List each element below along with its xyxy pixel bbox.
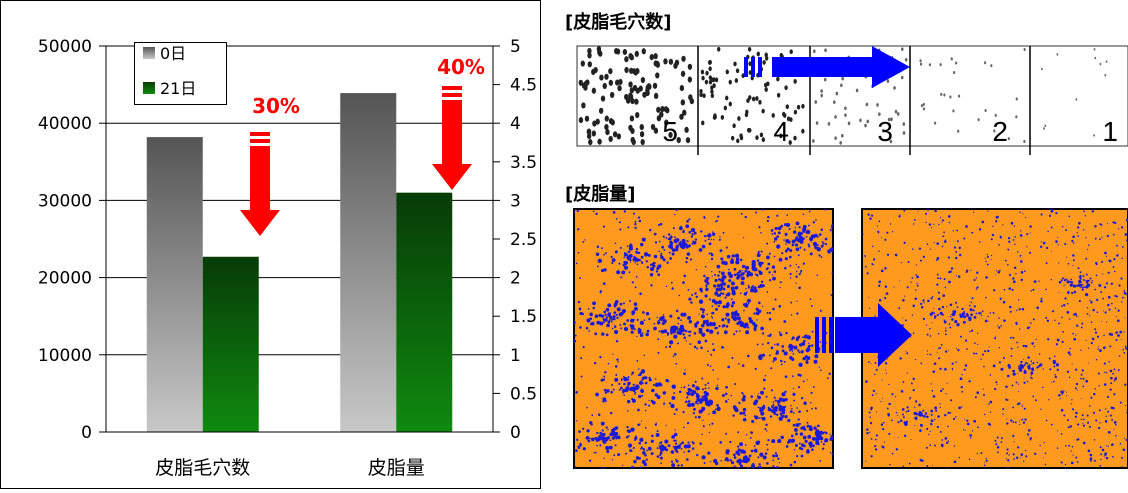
x-tick-label: 皮脂量 bbox=[368, 457, 425, 479]
y2-tick-label: 0 bbox=[510, 423, 521, 443]
y2-tick-label: 2 bbox=[510, 269, 521, 289]
y2-tick-label: 3.5 bbox=[510, 153, 537, 173]
pore-scale-label: 2 bbox=[992, 116, 1008, 147]
y2-tick-label: 4 bbox=[510, 114, 521, 134]
y2-tick-label: 0.5 bbox=[510, 384, 537, 404]
x-tick-label: 皮脂毛穴数 bbox=[155, 457, 250, 479]
legend-label-0: 0日 bbox=[160, 44, 186, 63]
y2-tick-label: 3 bbox=[510, 191, 521, 211]
bar-chart: 5000040000300002000010000054.543.532.521… bbox=[0, 0, 541, 489]
y-tick-label: 10000 bbox=[38, 346, 92, 366]
y-tick-label: 0 bbox=[81, 423, 92, 443]
sebum-maps bbox=[560, 205, 1128, 475]
y2-tick-label: 2.5 bbox=[510, 230, 537, 250]
y-tick-label: 30000 bbox=[38, 191, 92, 211]
y2-tick-label: 4.5 bbox=[510, 76, 537, 96]
legend-swatch-0 bbox=[143, 47, 155, 59]
image-panel: [皮脂毛穴数] 5 4 3 2 1 [皮脂量] bbox=[560, 0, 1128, 490]
pore-scale-label: 3 bbox=[877, 116, 893, 147]
y2-tick-label: 1.5 bbox=[510, 307, 537, 327]
pore-scale-label: 4 bbox=[773, 116, 789, 147]
sebum-section-title: [皮脂量] bbox=[565, 180, 635, 206]
y-tick-label: 40000 bbox=[38, 114, 92, 134]
pore-section-title: [皮脂毛穴数] bbox=[565, 8, 671, 34]
pore-scale-label: 5 bbox=[662, 116, 678, 147]
legend-swatch-1 bbox=[143, 82, 155, 94]
pore-scale-label: 1 bbox=[1102, 116, 1118, 147]
legend: 0日 21日 bbox=[135, 43, 227, 105]
y2-tick-label: 1 bbox=[510, 346, 521, 366]
bar-0-1 bbox=[340, 93, 396, 432]
pore-scale-strip: 5 4 3 2 1 bbox=[560, 35, 1128, 155]
legend-label-1: 21日 bbox=[160, 79, 196, 98]
y-tick-label: 20000 bbox=[38, 269, 92, 289]
y-tick-label: 50000 bbox=[38, 37, 92, 57]
bar-1-1 bbox=[396, 193, 452, 432]
reduction-label-1: 40% bbox=[437, 55, 485, 79]
reduction-label-0: 30% bbox=[252, 94, 300, 118]
bar-1-0 bbox=[203, 257, 259, 432]
bar-0-0 bbox=[147, 137, 203, 432]
y2-tick-label: 5 bbox=[510, 37, 521, 57]
